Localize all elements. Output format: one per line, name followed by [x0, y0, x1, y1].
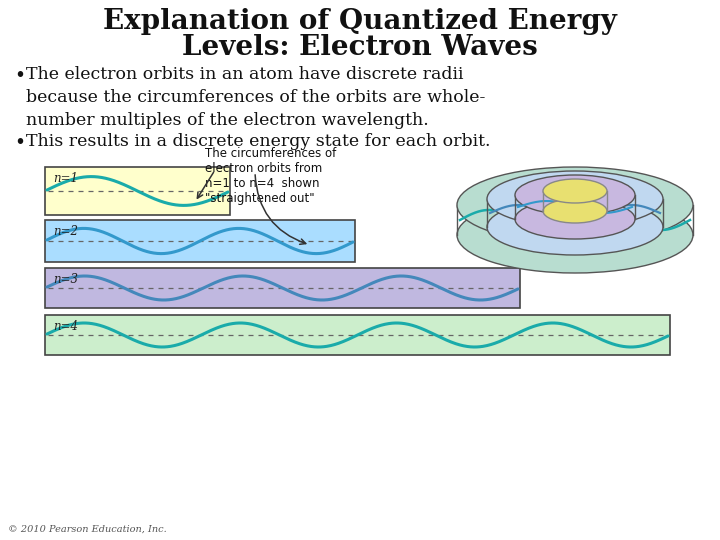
Ellipse shape — [457, 167, 693, 243]
Text: n=3: n=3 — [53, 273, 78, 286]
Text: •: • — [14, 133, 25, 152]
Ellipse shape — [457, 197, 693, 273]
Ellipse shape — [515, 199, 635, 239]
Bar — [45, 315, 670, 355]
Text: Explanation of Quantized Energy: Explanation of Quantized Energy — [103, 8, 617, 35]
Text: n=2: n=2 — [53, 225, 78, 238]
Text: This results in a discrete energy state for each orbit.: This results in a discrete energy state … — [26, 133, 490, 150]
Text: n=1: n=1 — [53, 172, 78, 185]
Ellipse shape — [543, 179, 607, 203]
Text: Levels: Electron Waves: Levels: Electron Waves — [182, 34, 538, 61]
Text: •: • — [14, 66, 25, 85]
Bar — [45, 220, 355, 262]
Text: The electron orbits in an atom have discrete radii
because the circumferences of: The electron orbits in an atom have disc… — [26, 66, 485, 129]
Ellipse shape — [487, 171, 663, 227]
Text: The circumferences of
electron orbits from
n=1 to n=4  shown
"straightened out": The circumferences of electron orbits fr… — [205, 147, 336, 205]
Text: © 2010 Pearson Education, Inc.: © 2010 Pearson Education, Inc. — [8, 525, 167, 534]
Bar — [45, 167, 230, 215]
FancyArrowPatch shape — [255, 175, 306, 244]
Ellipse shape — [487, 199, 663, 255]
Ellipse shape — [515, 175, 635, 215]
Text: n=4: n=4 — [53, 320, 78, 333]
Ellipse shape — [543, 199, 607, 223]
Bar — [45, 268, 520, 308]
